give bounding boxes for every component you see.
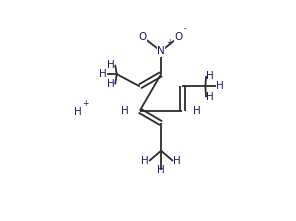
Text: -: -	[184, 24, 186, 33]
Text: H: H	[206, 92, 214, 102]
Text: H: H	[206, 71, 214, 81]
Text: H: H	[193, 106, 201, 116]
Text: H: H	[141, 156, 149, 166]
Text: H: H	[215, 81, 223, 91]
Text: +: +	[166, 38, 172, 48]
Text: H: H	[99, 69, 107, 79]
Text: H: H	[107, 60, 115, 70]
Text: H: H	[107, 79, 115, 89]
Text: O: O	[138, 32, 147, 42]
Text: O: O	[175, 32, 183, 42]
Text: N: N	[157, 46, 165, 56]
Text: H: H	[74, 107, 82, 117]
Text: H: H	[121, 106, 129, 116]
Text: +: +	[83, 99, 89, 108]
Text: H: H	[173, 156, 181, 166]
Text: H: H	[157, 165, 165, 175]
